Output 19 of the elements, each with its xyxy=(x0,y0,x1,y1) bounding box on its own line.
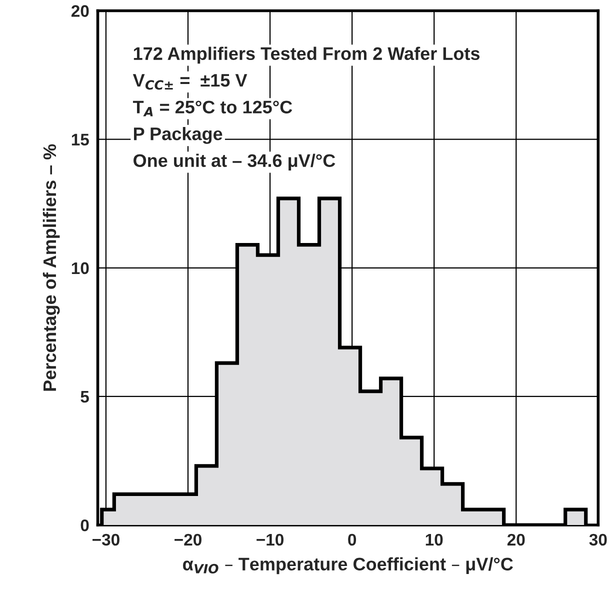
x-tick-label: 30 xyxy=(589,534,607,546)
x-tick-label: −30 xyxy=(92,534,120,546)
y-axis-title: Percentage of Amplifiers – % xyxy=(42,144,60,391)
y-tick-label: 0 xyxy=(80,519,89,532)
annotation: One unit at – 34.6 μV/°C xyxy=(134,154,336,170)
x-tick-label: −20 xyxy=(174,534,202,546)
x-axis-title: α$_{VIO}$ – Temperature Coefficient – μV/°C xyxy=(183,557,513,574)
x-tick-label: −10 xyxy=(256,534,284,546)
annotation: 172 Amplifiers Tested From 2 Wafer Lots xyxy=(134,46,480,64)
x-tick-label: 0 xyxy=(348,534,356,546)
x-tick-label: 10 xyxy=(426,534,443,546)
annotation: T$_{A}$ = 25°C to 125°C xyxy=(132,100,292,116)
y-tick-label: 20 xyxy=(71,5,89,17)
x-tick-label: 20 xyxy=(507,534,525,546)
y-tick-label: 5 xyxy=(80,391,89,403)
annotation: P Package xyxy=(134,126,222,144)
y-tick-label: 10 xyxy=(72,262,89,274)
y-tick-label: 15 xyxy=(72,134,89,146)
annotation: V$_{CC±}$ = ±15 V xyxy=(132,74,248,90)
